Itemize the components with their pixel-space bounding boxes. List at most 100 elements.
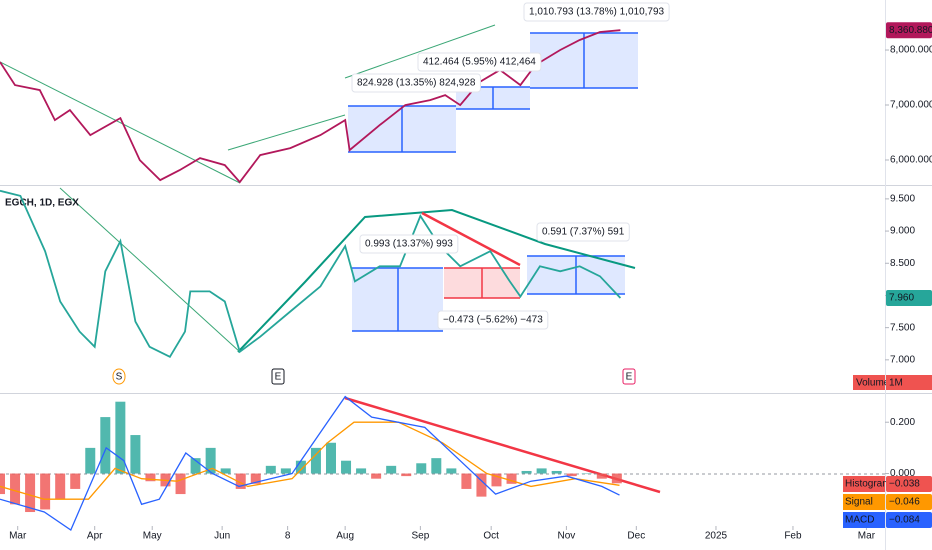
x-tick-label: Mar <box>858 531 876 542</box>
histogram-bar <box>235 473 246 489</box>
trend-line <box>421 211 521 267</box>
x-tick-label: 2025 <box>705 531 728 542</box>
event-label: E <box>275 372 282 383</box>
histogram-bar <box>25 473 36 513</box>
histogram-bar <box>175 473 186 495</box>
event-label: E <box>626 372 633 383</box>
last-value-label-bg <box>886 290 932 307</box>
histogram-bar <box>476 473 487 497</box>
drawings <box>59 187 636 353</box>
y-tick-label: 7,000.000 <box>890 100 932 111</box>
legend-bg <box>843 512 885 528</box>
histogram-bar <box>371 473 382 479</box>
x-tick-label: Sep <box>411 531 429 542</box>
histogram-bar <box>506 473 517 484</box>
legend-value: −0.038 <box>889 479 920 490</box>
event-marker <box>622 368 636 385</box>
trend-line <box>237 208 636 353</box>
legend-value-bg <box>886 512 932 528</box>
histogram-bar <box>85 447 96 474</box>
annotation-bg <box>417 52 542 72</box>
legend-value-bg <box>886 476 932 492</box>
x-tick-label: 8 <box>285 531 291 542</box>
histogram-bar <box>115 401 126 474</box>
y-tick-label: 7.500 <box>890 322 915 333</box>
histogram-bar <box>145 473 156 482</box>
annotation-bg <box>536 222 630 242</box>
histogram-bar <box>295 460 306 474</box>
x-tick-label: May <box>143 531 162 542</box>
y-tick-label: 9.500 <box>890 194 915 205</box>
legend-value: −0.084 <box>889 515 920 526</box>
y-tick-label: 0.000 <box>890 468 915 479</box>
x-tick-label: Apr <box>87 531 103 542</box>
histogram-bar <box>536 468 547 474</box>
annotation-bg <box>351 73 481 93</box>
y-tick-label: 0.200 <box>890 417 915 428</box>
histogram-bar <box>265 465 276 474</box>
legend-value: −0.046 <box>889 497 920 508</box>
histogram-bar <box>566 473 577 477</box>
histogram-bar <box>581 473 592 475</box>
legend-bg <box>843 476 885 492</box>
annotation: 824.928 (13.35%) 824,928 <box>357 78 476 89</box>
histogram-bar <box>130 435 141 474</box>
histogram-bar <box>190 458 201 474</box>
annotation: 1,010.793 (13.78%) 1,010,793 <box>529 7 665 18</box>
annotation: −0.473 (−5.62%) −473 <box>443 315 543 326</box>
x-tick-label: Dec <box>627 531 645 542</box>
histogram-bar <box>491 473 502 487</box>
x-tick-label: Nov <box>558 531 576 542</box>
histogram-bar <box>431 458 442 474</box>
volume-scale: 1M <box>889 378 903 389</box>
histogram-bar <box>310 447 321 474</box>
x-tick-label: Feb <box>784 531 802 542</box>
trend-line <box>344 396 661 494</box>
histogram-bar <box>220 468 231 474</box>
histogram-bar <box>325 442 336 474</box>
trend-line <box>0 61 241 184</box>
histogram-bar <box>40 473 51 510</box>
x-tick-label: Aug <box>336 531 354 542</box>
legend-value-bg <box>886 494 932 510</box>
histogram-bar <box>416 463 427 474</box>
trend-line <box>227 114 346 151</box>
line <box>0 395 620 531</box>
annotation: 0.591 (7.37%) 591 <box>542 227 625 238</box>
histogram-bar <box>356 468 367 474</box>
line <box>0 29 621 184</box>
histogram-bar <box>10 473 21 505</box>
last-value-label-bg <box>886 22 932 39</box>
histogram-bar <box>446 468 457 474</box>
histogram-bar <box>280 468 291 474</box>
legend-name: Signal <box>845 497 873 508</box>
histogram-bar <box>461 473 472 489</box>
annotation-bg <box>523 2 670 22</box>
y-tick-label: 9.000 <box>890 226 915 237</box>
histogram-bar <box>611 473 622 484</box>
y-tick-label: 8,000.000 <box>890 45 932 56</box>
histogram-bar <box>205 447 216 474</box>
trend-line <box>344 24 496 79</box>
x-tick-label: Mar <box>9 531 27 542</box>
volume-label: Volume <box>856 378 890 389</box>
histogram-bar <box>401 473 412 477</box>
y-tick-label: 7.000 <box>890 354 915 365</box>
histogram-bar <box>341 460 352 474</box>
annotation-bg <box>437 310 549 330</box>
histogram-bar <box>551 470 562 474</box>
annotation: 0.993 (13.37%) 993 <box>365 239 453 250</box>
histogram-bar <box>0 473 5 495</box>
event-marker <box>112 368 126 385</box>
event-label: S <box>116 372 123 383</box>
legend-name: Histogram <box>845 479 891 490</box>
event-marker <box>271 368 285 385</box>
histogram-bar <box>70 473 81 489</box>
y-tick-label: 6,000.000 <box>890 155 932 166</box>
histogram-bar <box>100 417 111 474</box>
volume-label-bg <box>853 375 885 390</box>
annotation: 412.464 (5.95%) 412,464 <box>423 57 536 68</box>
legend-bg <box>843 494 885 510</box>
line <box>0 421 620 500</box>
